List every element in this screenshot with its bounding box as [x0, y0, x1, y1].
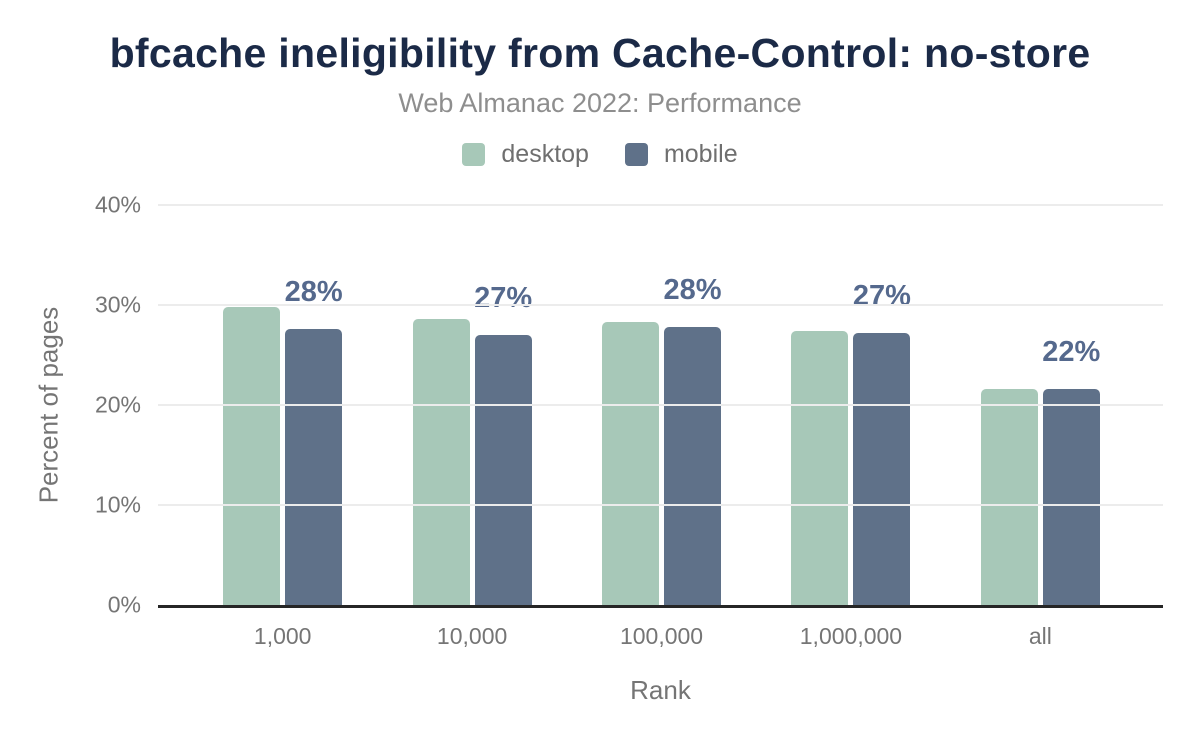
legend-label-desktop: desktop	[501, 140, 589, 168]
gridline-10	[158, 504, 1163, 506]
bar-group-1000: 28% 1,000	[188, 205, 377, 649]
x-tick-label-1000000: 1,000,000	[799, 623, 903, 649]
bar-desktop-1000	[223, 307, 281, 605]
legend-label-mobile: mobile	[663, 140, 738, 168]
y-tick-label-10: 10%	[94, 491, 141, 518]
bar-desktop-all	[980, 389, 1038, 605]
x-tick-label-100000: 100,000	[619, 623, 704, 649]
bar-group-all: 22% all	[946, 205, 1135, 649]
bar-mobile-100000: 28%	[663, 276, 722, 605]
legend: desktop mobile	[0, 140, 1200, 169]
bar-group-100000: 28% 100,000	[567, 205, 756, 649]
y-tick-label-20: 20%	[94, 391, 141, 418]
plot-area: 28% 1,000 27% 10,000 28% 100,000 27% 1,000,000 2…	[95, 192, 1163, 705]
bar-mobile-all: 22%	[1042, 338, 1100, 605]
gridline-40	[158, 204, 1163, 206]
bar-mobile-1000000: 27%	[853, 282, 911, 605]
chart-subtitle: Web Almanac 2022: Performance	[398, 88, 802, 118]
bar-groups: 28% 1,000 27% 10,000 28% 100,000 27% 1,000,000 2…	[188, 205, 1135, 649]
value-label-100000: 28%	[663, 274, 722, 306]
bar-mobile-10000: 27%	[474, 284, 532, 605]
value-label-1000: 28%	[284, 276, 343, 308]
y-axis-title: Percent of pages	[33, 306, 64, 504]
y-tick-label-40: 40%	[94, 191, 141, 218]
chart-title: bfcache ineligibility from Cache-Control…	[109, 30, 1091, 76]
value-label-1000000: 27%	[852, 280, 911, 312]
y-tick-label-0: 0%	[107, 591, 141, 618]
gridline-30	[158, 304, 1163, 306]
y-tick-label-30: 30%	[94, 291, 141, 318]
bar-desktop-100000	[602, 322, 660, 605]
gridline-20	[158, 404, 1163, 406]
legend-swatch-desktop	[462, 143, 486, 166]
x-tick-label-10000: 10,000	[436, 623, 508, 649]
bar-desktop-10000	[412, 319, 470, 605]
legend-item-mobile: mobile	[624, 140, 738, 169]
value-label-all: 22%	[1042, 336, 1101, 368]
legend-swatch-mobile	[624, 143, 648, 166]
bar-desktop-1000000	[791, 331, 849, 605]
x-tick-label-1000: 1,000	[253, 623, 312, 649]
bar-mobile-1000: 28%	[285, 278, 343, 605]
x-tick-label-all: all	[1028, 623, 1052, 649]
bar-group-10000: 27% 10,000	[377, 205, 566, 649]
x-axis-title: Rank	[630, 675, 691, 705]
legend-item-desktop: desktop	[462, 140, 589, 169]
value-label-10000: 27%	[474, 282, 533, 314]
